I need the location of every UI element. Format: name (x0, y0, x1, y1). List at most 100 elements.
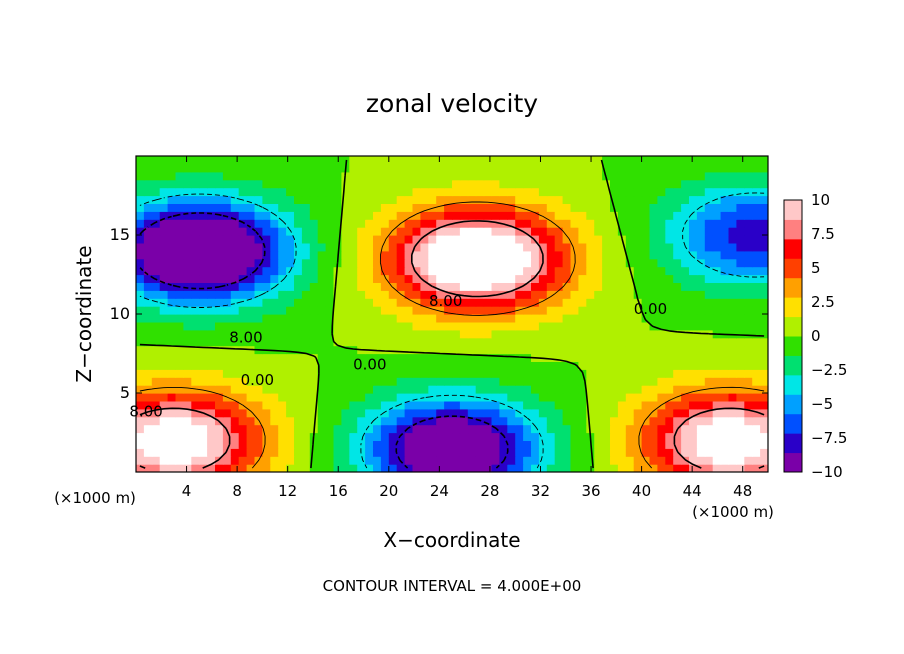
field-cell (159, 171, 169, 181)
field-cell (625, 385, 635, 394)
field-cell (515, 298, 524, 307)
field-cell (602, 393, 611, 402)
field-cell (752, 266, 761, 276)
field-cell (199, 314, 208, 323)
field-cell (531, 156, 540, 165)
field-cell (625, 400, 635, 410)
field-cell (246, 464, 256, 472)
field-cell (467, 440, 477, 449)
field-cell (388, 171, 398, 181)
field-cell (744, 203, 753, 212)
field-cell (341, 400, 350, 410)
field-cell (388, 163, 398, 173)
field-cell (294, 282, 303, 291)
field-cell (625, 377, 635, 386)
field-cell (357, 369, 366, 378)
field-cell (452, 329, 461, 339)
field-cell (270, 306, 279, 315)
field-cell (254, 282, 263, 291)
field-cell (207, 337, 216, 347)
field-cell (143, 250, 153, 260)
field-cell (380, 329, 390, 339)
field-cell (554, 242, 564, 252)
field-cell (301, 227, 311, 236)
field-cell (554, 266, 564, 276)
field-cell (617, 314, 627, 323)
field-cell (278, 337, 287, 347)
field-cell (428, 321, 437, 331)
field-cell (720, 361, 730, 370)
field-cell (507, 400, 516, 410)
field-cell (657, 329, 666, 339)
field-cell (752, 227, 761, 236)
field-cell (396, 242, 406, 252)
field-cell (689, 219, 698, 228)
field-cell (191, 321, 200, 331)
field-cell (523, 250, 532, 260)
field-cell (294, 314, 303, 323)
field-cell (262, 163, 271, 173)
x-unit-left: (×1000 m) (54, 489, 136, 507)
field-cell (238, 282, 248, 291)
field-cell (538, 274, 548, 283)
field-cell (728, 306, 737, 315)
field-cell (467, 235, 477, 244)
field-cell (238, 369, 248, 378)
field-cell (499, 211, 508, 220)
field-cell (270, 187, 279, 197)
field-cell (546, 321, 556, 331)
field-cell (760, 416, 768, 426)
field-cell (736, 400, 745, 410)
field-cell (136, 353, 145, 362)
field-cell (428, 156, 437, 165)
field-cell (143, 337, 153, 347)
field-cell (689, 227, 698, 236)
field-cell (752, 345, 761, 355)
field-cell (412, 377, 421, 386)
field-cell (317, 353, 327, 362)
field-cell (333, 187, 342, 197)
field-cell (578, 393, 587, 402)
field-cell (246, 353, 256, 362)
field-cell (294, 156, 303, 165)
field-cell (459, 156, 469, 165)
field-cell (610, 274, 619, 283)
field-cell (483, 250, 493, 260)
field-cell (689, 203, 698, 212)
field-cell (657, 385, 666, 394)
field-cell (215, 266, 224, 276)
field-cell (167, 329, 177, 339)
field-cell (507, 179, 516, 189)
field-cell (207, 211, 216, 220)
field-cell (373, 227, 382, 236)
field-cell (380, 314, 390, 323)
field-cell (396, 179, 406, 189)
field-cell (365, 274, 374, 283)
x-tick-label: 12 (278, 482, 297, 500)
field-cell (143, 219, 153, 228)
field-cell (222, 424, 232, 434)
field-cell (657, 306, 666, 315)
field-cell (736, 250, 745, 260)
field-cell (412, 258, 421, 268)
field-cell (357, 203, 366, 212)
field-cell (475, 298, 485, 307)
field-cell (191, 393, 200, 402)
x-tick-label: 8 (232, 482, 242, 500)
field-cell (294, 345, 303, 355)
field-cell (325, 432, 335, 441)
field-cell (570, 163, 579, 173)
field-cell (578, 203, 587, 212)
field-cell (531, 448, 540, 457)
field-cell (412, 298, 421, 307)
field-cell (404, 353, 414, 362)
field-cell (183, 448, 192, 457)
field-cell (475, 242, 485, 252)
field-cell (325, 227, 335, 236)
field-cell (230, 235, 240, 244)
field-cell (246, 321, 256, 331)
field-cell (594, 464, 603, 472)
field-cell (301, 337, 311, 347)
field-cell (452, 432, 461, 441)
field-cell (270, 266, 279, 276)
